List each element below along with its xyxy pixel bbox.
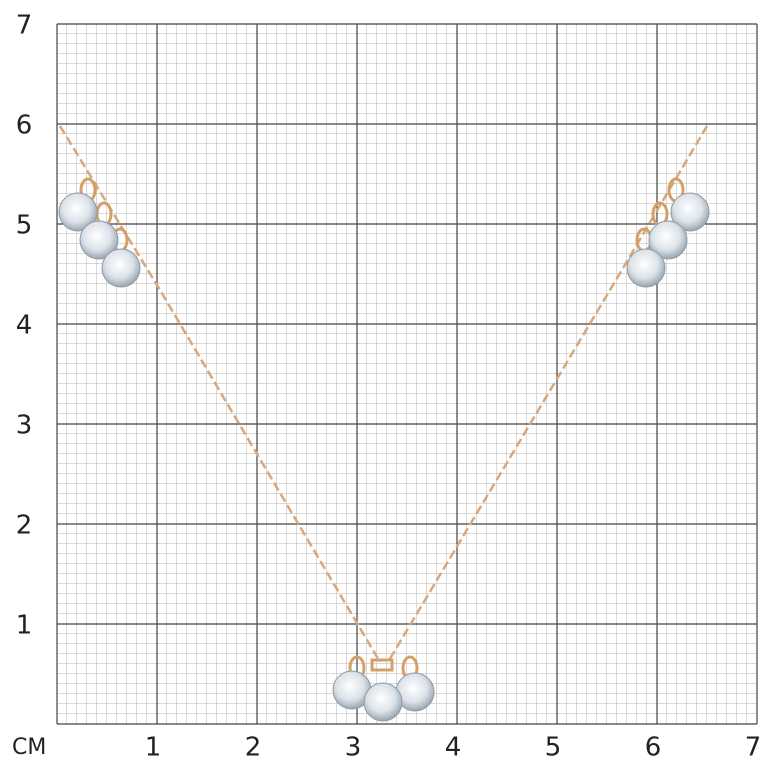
x-label: 5 (545, 733, 562, 763)
x-label: 6 (645, 733, 662, 763)
y-label: 2 (16, 511, 33, 541)
x-label: 1 (145, 733, 162, 763)
chain-right (386, 125, 709, 663)
x-label: 2 (245, 733, 262, 763)
y-label: 7 (16, 11, 33, 41)
minor-grid (57, 24, 757, 724)
y-label: 1 (16, 611, 33, 641)
y-label: 6 (16, 111, 33, 141)
y-label: 4 (16, 311, 33, 341)
x-label: 4 (445, 733, 462, 763)
x-label: 7 (745, 733, 762, 763)
major-grid (56, 23, 758, 725)
y-label: 5 (16, 211, 33, 241)
unit-label: СМ (12, 735, 46, 760)
necklace (58, 125, 710, 722)
y-label: 3 (16, 411, 33, 441)
x-label: 3 (345, 733, 362, 763)
